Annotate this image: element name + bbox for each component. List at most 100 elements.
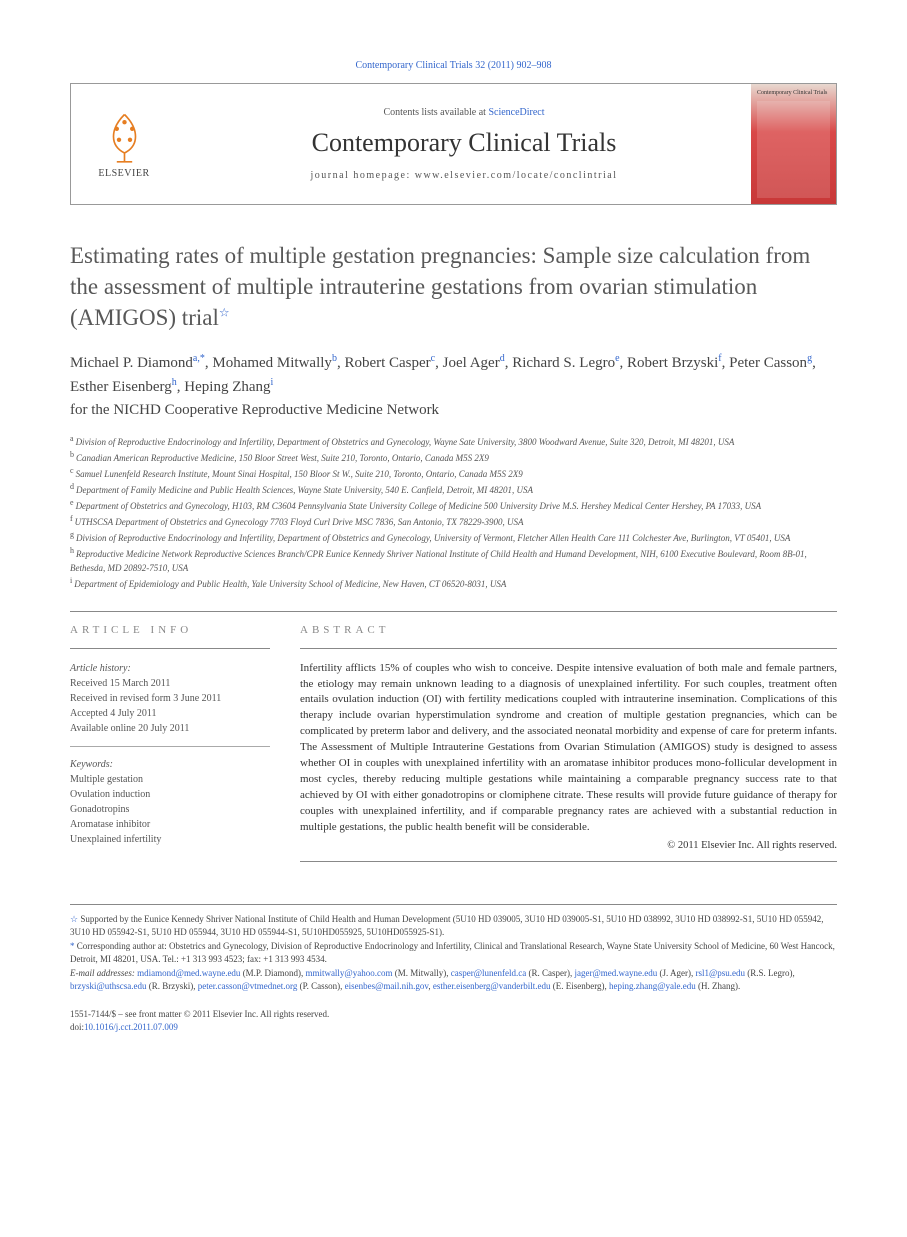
funding-marker: ☆ (70, 914, 78, 924)
cover-title: Contemporary Clinical Trials (757, 90, 830, 97)
email-link[interactable]: heping.zhang@yale.edu (609, 981, 696, 991)
email-link[interactable]: mmitwally@yahoo.com (305, 968, 392, 978)
title-text: Estimating rates of multiple gestation p… (70, 243, 810, 330)
abstract-bottom-divider (300, 861, 837, 862)
section-divider (70, 611, 837, 612)
citation-line: Contemporary Clinical Trials 32 (2011) 9… (70, 60, 837, 71)
correspondence-footnote: * Corresponding author at: Obstetrics an… (70, 940, 837, 967)
author: Robert Brzyskif (627, 355, 722, 371)
email-link[interactable]: casper@lunenfeld.ca (451, 968, 527, 978)
email-link[interactable]: peter.casson@vtmednet.org (198, 981, 298, 991)
keyword: Gonadotropins (70, 802, 270, 817)
article-history-block: Article history: Received 15 March 2011R… (70, 661, 270, 747)
author-group-line: for the NICHD Cooperative Reproductive M… (70, 402, 837, 419)
correspondence-text: Corresponding author at: Obstetrics and … (70, 941, 835, 965)
page: Contemporary Clinical Trials 32 (2011) 9… (0, 0, 907, 1075)
title-footnote-marker[interactable]: ☆ (219, 305, 230, 319)
abstract-body: Infertility afflicts 15% of couples who … (300, 661, 837, 836)
author-affiliation-marker[interactable]: a,* (193, 353, 205, 364)
affiliation-label: i (70, 576, 74, 585)
affiliation-list: a Division of Reproductive Endocrinology… (70, 433, 837, 590)
doi-block: 1551-7144/$ – see front matter © 2011 El… (70, 1008, 837, 1035)
affiliation: d Department of Family Medicine and Publ… (70, 481, 837, 497)
affiliation: g Division of Reproductive Endocrinology… (70, 529, 837, 545)
author-affiliation-marker[interactable]: g (807, 353, 812, 364)
affiliation-label: h (70, 546, 76, 555)
email-link[interactable]: rsl1@psu.edu (695, 968, 745, 978)
elsevier-logo: ELSEVIER (71, 84, 177, 204)
email-link[interactable]: jager@med.wayne.edu (574, 968, 657, 978)
journal-cover-thumb: Contemporary Clinical Trials (751, 84, 836, 204)
keywords-label: Keywords: (70, 757, 270, 772)
author: Heping Zhangi (184, 379, 273, 395)
sciencedirect-link[interactable]: ScienceDirect (488, 107, 544, 118)
email-label: E-mail addresses: (70, 968, 137, 978)
keyword: Aromatase inhibitor (70, 817, 270, 832)
funding-text: Supported by the Eunice Kennedy Shriver … (70, 914, 824, 938)
contents-available: Contents lists available at ScienceDirec… (383, 107, 544, 118)
affiliation: i Department of Epidemiology and Public … (70, 575, 837, 591)
abstract-divider (300, 648, 837, 649)
author: Mohamed Mitwallyb (212, 355, 337, 371)
author-affiliation-marker[interactable]: i (271, 377, 274, 388)
affiliation: b Canadian American Reproductive Medicin… (70, 449, 837, 465)
affiliation-label: f (70, 514, 75, 523)
info-abstract-row: ARTICLE INFO Article history: Received 1… (70, 624, 837, 874)
elsevier-tree-icon (97, 109, 152, 164)
author: Joel Agerd (443, 355, 505, 371)
journal-header: ELSEVIER Contents lists available at Sci… (70, 83, 837, 205)
keyword: Multiple gestation (70, 772, 270, 787)
journal-name: Contemporary Clinical Trials (312, 128, 617, 158)
affiliation-label: a (70, 434, 76, 443)
author-affiliation-marker[interactable]: h (172, 377, 177, 388)
contents-prefix: Contents lists available at (383, 107, 488, 118)
affiliation-label: d (70, 482, 76, 491)
author: Michael P. Diamonda,* (70, 355, 205, 371)
cover-image-placeholder (757, 101, 830, 198)
author: Peter Cassong (729, 355, 812, 371)
header-center: Contents lists available at ScienceDirec… (177, 84, 751, 204)
abstract-column: ABSTRACT Infertility afflicts 15% of cou… (300, 624, 837, 874)
affiliation-label: e (70, 498, 76, 507)
footnotes: ☆ Supported by the Eunice Kennedy Shrive… (70, 904, 837, 994)
history-line: Available online 20 July 2011 (70, 721, 270, 736)
history-line: Received 15 March 2011 (70, 676, 270, 691)
doi-label: doi: (70, 1022, 84, 1032)
abstract-copyright: © 2011 Elsevier Inc. All rights reserved… (300, 840, 837, 851)
history-line: Received in revised form 3 June 2011 (70, 691, 270, 706)
email-link[interactable]: brzyski@uthscsa.edu (70, 981, 147, 991)
author-affiliation-marker[interactable]: c (431, 353, 435, 364)
journal-homepage: journal homepage: www.elsevier.com/locat… (311, 170, 618, 181)
affiliation: f UTHSCSA Department of Obstetrics and G… (70, 513, 837, 529)
keyword: Ovulation induction (70, 787, 270, 802)
info-divider (70, 648, 270, 649)
affiliation-label: c (70, 466, 76, 475)
affiliation: h Reproductive Medicine Network Reproduc… (70, 545, 837, 574)
history-line: Accepted 4 July 2011 (70, 706, 270, 721)
history-label: Article history: (70, 661, 270, 676)
keywords-block: Keywords: Multiple gestationOvulation in… (70, 757, 270, 857)
email-link[interactable]: mdiamond@med.wayne.edu (137, 968, 240, 978)
funding-footnote: ☆ Supported by the Eunice Kennedy Shrive… (70, 913, 837, 940)
article-info-heading: ARTICLE INFO (70, 624, 270, 636)
affiliation: a Division of Reproductive Endocrinology… (70, 433, 837, 449)
affiliation: e Department of Obstetrics and Gynecolog… (70, 497, 837, 513)
correspondence-marker: * (70, 941, 75, 951)
author-affiliation-marker[interactable]: e (615, 353, 619, 364)
author-affiliation-marker[interactable]: b (332, 353, 337, 364)
affiliation-label: g (70, 530, 76, 539)
email-footnote: E-mail addresses: mdiamond@med.wayne.edu… (70, 967, 837, 994)
author: Richard S. Legroe (512, 355, 619, 371)
author-list: Michael P. Diamonda,*, Mohamed Mitwallyb… (70, 351, 837, 398)
author: Robert Casperc (344, 355, 435, 371)
front-matter-line: 1551-7144/$ – see front matter © 2011 El… (70, 1008, 837, 1022)
author-affiliation-marker[interactable]: f (718, 353, 721, 364)
elsevier-label: ELSEVIER (98, 168, 149, 179)
doi-link[interactable]: 10.1016/j.cct.2011.07.009 (84, 1022, 178, 1032)
email-link[interactable]: eisenbes@mail.nih.gov (345, 981, 429, 991)
article-info-column: ARTICLE INFO Article history: Received 1… (70, 624, 270, 874)
abstract-heading: ABSTRACT (300, 624, 837, 636)
email-link[interactable]: esther.eisenberg@vanderbilt.edu (433, 981, 551, 991)
article-title: Estimating rates of multiple gestation p… (70, 240, 837, 333)
author-affiliation-marker[interactable]: d (500, 353, 505, 364)
